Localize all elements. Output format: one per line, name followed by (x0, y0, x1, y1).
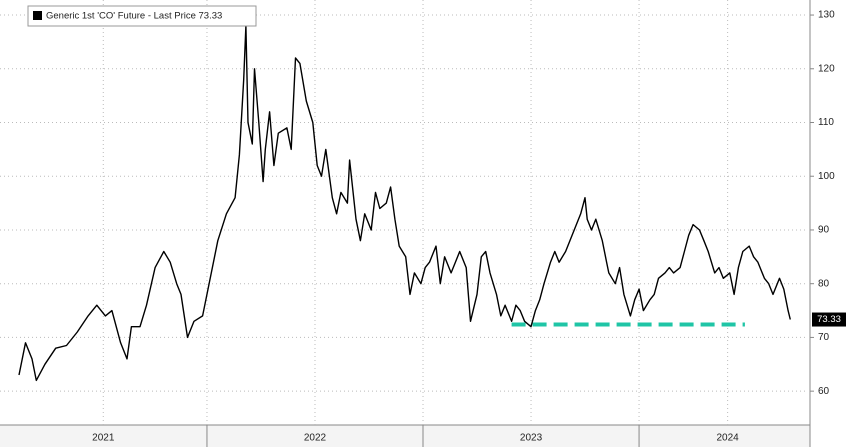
legend-box (27, 5, 257, 27)
x-tick-label: 2024 (717, 433, 740, 444)
x-tick-label: 2023 (520, 433, 543, 444)
legend-label: Generic 1st 'CO' Future - Last Price 73.… (46, 11, 222, 22)
price-line (18, 25, 791, 382)
x-tick-label: 2021 (92, 433, 115, 444)
y-tick-label: 110 (818, 117, 834, 128)
last-price-box (812, 312, 846, 327)
y-tick-label: 130 (818, 10, 835, 21)
y-tick-label: 70 (818, 332, 830, 343)
y-tick-label: 80 (818, 278, 830, 289)
last-price-label: 73.33 (817, 314, 841, 325)
y-tick-label: 120 (818, 63, 835, 74)
x-tick-label: 2022 (304, 433, 327, 444)
y-tick-label: 60 (818, 386, 830, 397)
y-tick-label: 100 (818, 171, 835, 182)
x-axis-band (0, 425, 810, 447)
legend-swatch (33, 11, 42, 20)
y-tick-label: 90 (818, 225, 830, 236)
